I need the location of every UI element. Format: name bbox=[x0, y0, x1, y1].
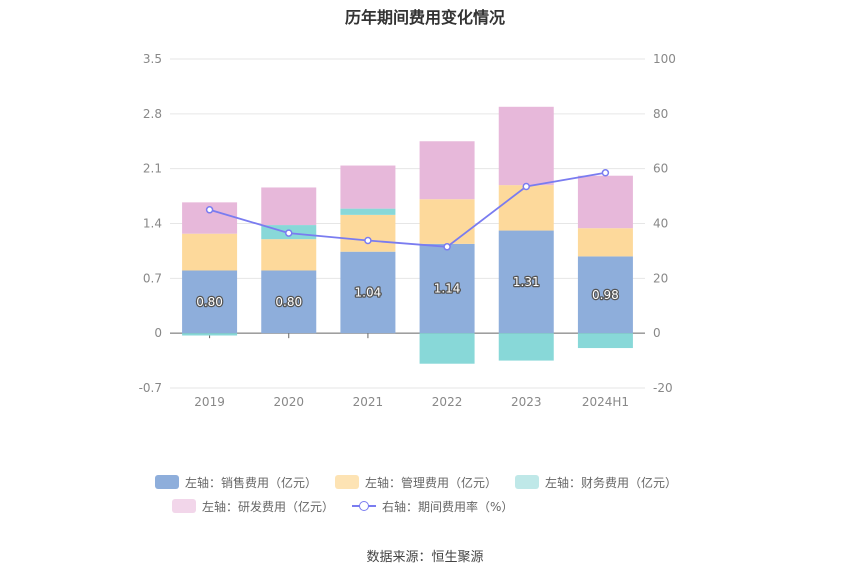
bar-segment-2 bbox=[577, 333, 633, 349]
right-axis-tick-label: 40 bbox=[653, 217, 668, 231]
legend-label-rnd: 左轴：研发费用（亿元） bbox=[202, 499, 335, 514]
x-axis-tick-label: 2021 bbox=[353, 395, 384, 409]
legend-item-sales[interactable]: 左轴：销售费用（亿元） bbox=[154, 474, 317, 491]
bar-segment-0 bbox=[498, 230, 554, 334]
legend-row-1: 左轴：销售费用（亿元） 左轴：管理费用（亿元） 左轴：财务费用（亿元） bbox=[0, 470, 850, 494]
bar-segment-1 bbox=[577, 228, 633, 257]
left-axis-tick-label: 0.7 bbox=[143, 271, 162, 285]
x-axis-tick-label: 2024H1 bbox=[582, 395, 629, 409]
bar-segment-3 bbox=[340, 165, 396, 209]
bar-segment-1 bbox=[340, 214, 396, 252]
legend-item-finance[interactable]: 左轴：财务费用（亿元） bbox=[515, 474, 677, 491]
expense-ratio-point bbox=[364, 236, 372, 245]
bar-data-label: 0.80 bbox=[196, 295, 223, 309]
legend-label-finance: 左轴：财务费用（亿元） bbox=[545, 475, 678, 490]
legend-swatch-admin bbox=[334, 475, 359, 489]
bar-segment-0 bbox=[340, 251, 396, 334]
expense-ratio-point bbox=[285, 229, 293, 237]
left-axis-tick-label: 3.5 bbox=[143, 52, 162, 66]
expense-ratio-point bbox=[205, 206, 214, 214]
bar-segment-3 bbox=[498, 106, 554, 186]
legend-item-rnd[interactable]: 左轴：研发费用（亿元） bbox=[172, 498, 334, 515]
legend-swatch-expense-ratio bbox=[352, 499, 377, 513]
left-axis-tick-label: 2.8 bbox=[143, 107, 162, 121]
bar-segment-0 bbox=[577, 256, 633, 334]
expense-ratio-point bbox=[601, 169, 610, 177]
right-axis-tick-label: 0 bbox=[653, 326, 661, 340]
legend-row-2: 左轴：研发费用（亿元） 右轴：期间费用率（%） bbox=[0, 494, 850, 518]
bar-segment-1 bbox=[182, 233, 238, 271]
bar-segment-1 bbox=[498, 185, 554, 231]
legend-swatch-finance bbox=[515, 475, 539, 489]
data-source: 数据来源：恒生聚源 bbox=[366, 550, 484, 565]
chart-canvas: 3.5 2.8 2.1 1.4 0.7 0 -0.7 100 80 60 40 20 0 -20 2019 2… bbox=[139, 52, 676, 409]
left-axis-tick-label: -0.7 bbox=[139, 381, 162, 395]
legend-label-sales: 左轴：销售费用（亿元） bbox=[184, 475, 317, 490]
x-axis-tick-label: 2019 bbox=[194, 395, 225, 409]
bar-data-label: 1.31 bbox=[513, 275, 540, 289]
right-axis-tick-label: 20 bbox=[653, 271, 668, 285]
bar-segment-0 bbox=[182, 270, 238, 334]
legend-swatch-rnd bbox=[172, 499, 196, 513]
right-axis-tick-label: 80 bbox=[653, 107, 668, 121]
bar-data-label: 1.14 bbox=[434, 282, 461, 296]
bar-segment-1 bbox=[261, 239, 317, 271]
legend: 左轴：销售费用（亿元） 左轴：管理费用（亿元） 左轴：财务费用（亿元） 左轴：研… bbox=[0, 470, 850, 518]
chart-title: 历年期间费用变化情况 bbox=[344, 8, 505, 27]
expense-ratio-point bbox=[522, 182, 530, 191]
bar-segment-0 bbox=[419, 243, 475, 334]
legend-item-admin[interactable]: 左轴：管理费用（亿元） bbox=[334, 474, 497, 491]
left-axis-tick-label: 0 bbox=[154, 326, 162, 340]
bar-segment-2 bbox=[340, 208, 396, 215]
bar-segment-2 bbox=[182, 333, 238, 336]
bar-segment-2 bbox=[419, 333, 475, 364]
bar-segment-1 bbox=[419, 199, 475, 244]
bar-data-label: 0.98 bbox=[592, 288, 619, 302]
x-axis-tick-label: 2022 bbox=[432, 395, 463, 409]
bar-segment-3 bbox=[577, 175, 633, 229]
legend-label-expense-ratio: 右轴：期间费用率（%） bbox=[382, 499, 514, 514]
legend-item-expense-ratio[interactable]: 右轴：期间费用率（%） bbox=[352, 498, 513, 515]
expense-ratio-point bbox=[443, 243, 451, 251]
legend-swatch-sales bbox=[154, 475, 179, 489]
x-axis-tick-label: 2023 bbox=[511, 395, 542, 409]
x-axis-tick-label: 2020 bbox=[273, 395, 304, 409]
right-axis-tick-label: -20 bbox=[653, 381, 673, 395]
bar-segment-0 bbox=[261, 270, 317, 334]
right-axis-tick-label: 60 bbox=[653, 162, 668, 176]
expense-ratio-line bbox=[209, 171, 606, 248]
legend-label-admin: 左轴：管理费用（亿元） bbox=[364, 475, 497, 490]
bar-data-label: 0.80 bbox=[275, 295, 302, 309]
bar-data-label: 1.04 bbox=[355, 285, 382, 299]
legend-dot-icon bbox=[359, 501, 370, 511]
bar-segment-3 bbox=[419, 141, 475, 200]
left-axis-tick-label: 2.1 bbox=[143, 162, 162, 176]
bar-segment-3 bbox=[261, 187, 317, 226]
bar-segment-2 bbox=[498, 333, 554, 361]
right-axis-tick-label: 100 bbox=[653, 52, 676, 66]
left-axis-tick-label: 1.4 bbox=[143, 217, 162, 231]
